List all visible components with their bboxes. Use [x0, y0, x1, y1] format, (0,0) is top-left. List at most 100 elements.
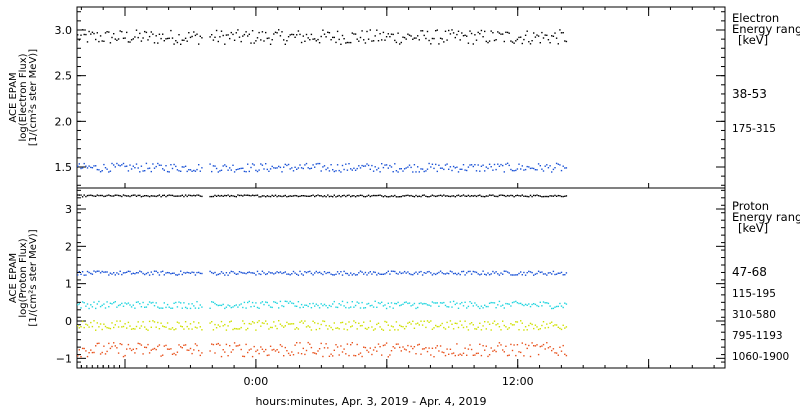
data-point	[433, 195, 435, 197]
data-point	[269, 272, 272, 274]
data-point	[485, 40, 487, 43]
data-point	[119, 304, 121, 306]
data-point	[247, 327, 249, 330]
data-point	[263, 322, 265, 325]
data-point	[464, 274, 466, 276]
data-point	[346, 169, 349, 171]
data-point	[547, 195, 550, 198]
data-point	[157, 345, 159, 348]
data-point	[183, 166, 185, 168]
data-point	[552, 307, 555, 310]
data-point	[333, 322, 335, 324]
data-point	[395, 41, 398, 44]
data-point	[516, 344, 519, 346]
data-point	[366, 349, 368, 352]
data-point	[153, 42, 156, 44]
data-point	[88, 271, 90, 274]
data-point	[508, 327, 510, 329]
data-point	[340, 196, 342, 198]
data-point	[518, 272, 520, 275]
data-point	[498, 300, 501, 303]
data-point	[443, 326, 445, 329]
data-point	[101, 40, 103, 42]
data-point	[230, 31, 232, 34]
data-point	[551, 321, 553, 323]
data-point	[523, 271, 525, 274]
data-point	[490, 329, 492, 331]
data-point	[369, 29, 371, 31]
data-point	[253, 42, 255, 44]
data-point	[361, 324, 363, 327]
data-point	[153, 167, 156, 169]
data-point	[542, 301, 545, 303]
data-point	[395, 303, 398, 305]
data-point	[399, 168, 401, 170]
data-point	[271, 165, 273, 168]
data-point	[184, 165, 187, 167]
data-point	[356, 328, 358, 330]
data-point	[335, 306, 337, 308]
data-point	[271, 326, 273, 329]
y-axis-label-line: [1/(cm²s ster MeV)]	[28, 49, 39, 146]
data-point	[366, 328, 368, 330]
data-point	[260, 196, 262, 198]
data-point	[470, 273, 473, 275]
data-point	[446, 272, 448, 274]
data-point	[183, 39, 185, 41]
data-point	[162, 354, 164, 356]
data-point	[188, 349, 190, 351]
data-point	[500, 305, 502, 307]
data-point	[533, 303, 535, 305]
data-point	[537, 163, 540, 165]
data-point	[325, 168, 327, 171]
data-point	[307, 37, 309, 39]
data-point	[276, 271, 278, 273]
data-point	[451, 195, 453, 197]
data-point	[253, 272, 255, 274]
data-point	[109, 347, 112, 350]
data-point	[484, 304, 486, 306]
data-point	[425, 303, 427, 305]
data-point	[448, 195, 450, 197]
data-point	[459, 39, 461, 41]
data-point	[348, 194, 350, 196]
data-point	[338, 354, 340, 356]
data-point	[444, 30, 447, 32]
data-point	[235, 273, 237, 275]
data-point	[96, 168, 98, 171]
data-point	[345, 42, 347, 44]
data-point	[140, 325, 143, 327]
data-point	[283, 326, 285, 328]
data-point	[508, 272, 510, 274]
data-point	[379, 33, 381, 35]
data-point	[343, 38, 345, 40]
data-point	[93, 165, 95, 167]
legend-entry: 47-68	[732, 265, 767, 279]
data-point	[93, 195, 95, 197]
data-point	[315, 40, 317, 42]
data-point	[502, 194, 504, 196]
data-point	[224, 307, 226, 310]
data-point	[466, 307, 468, 309]
data-point	[196, 327, 198, 329]
data-point	[457, 30, 460, 32]
data-point	[387, 356, 389, 358]
data-point	[121, 31, 123, 33]
data-point	[242, 272, 244, 274]
data-point	[490, 194, 492, 197]
data-point	[302, 35, 304, 37]
data-point	[173, 352, 175, 355]
data-point	[350, 344, 352, 346]
data-point	[332, 328, 334, 331]
data-point	[503, 171, 505, 173]
data-point	[283, 305, 285, 308]
data-point	[454, 272, 456, 275]
data-point	[423, 302, 425, 305]
data-point	[276, 327, 278, 330]
data-point	[420, 168, 422, 170]
data-point	[320, 195, 322, 197]
data-point	[487, 41, 489, 44]
data-point	[193, 305, 195, 307]
data-point	[261, 31, 264, 33]
data-point	[148, 320, 151, 323]
